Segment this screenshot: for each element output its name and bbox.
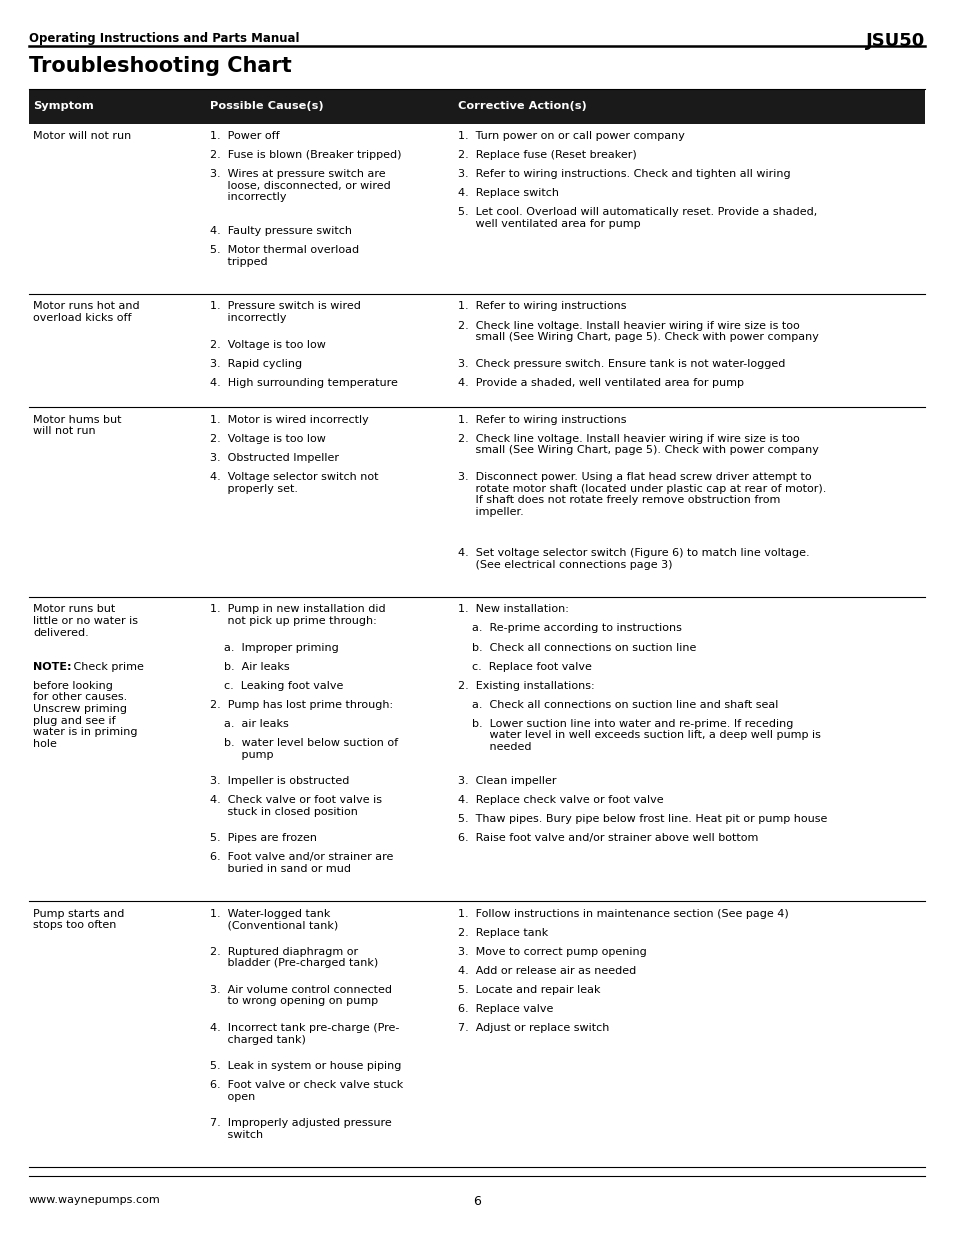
- Text: NOTE:: NOTE:: [33, 662, 71, 672]
- Text: before looking
for other causes.
Unscrew priming
plug and see if
water is in pri: before looking for other causes. Unscrew…: [33, 680, 138, 748]
- Text: 5.  Motor thermal overload
     tripped: 5. Motor thermal overload tripped: [210, 246, 358, 267]
- Text: 1.  Power off: 1. Power off: [210, 131, 279, 141]
- Text: Troubleshooting Chart: Troubleshooting Chart: [29, 56, 291, 75]
- Text: Operating Instructions and Parts Manual: Operating Instructions and Parts Manual: [29, 32, 299, 46]
- Text: JSU50: JSU50: [865, 32, 924, 51]
- Text: Motor will not run: Motor will not run: [33, 131, 132, 141]
- Text: 3.  Clean impeller: 3. Clean impeller: [457, 776, 556, 787]
- Text: 1.  Refer to wiring instructions: 1. Refer to wiring instructions: [457, 301, 626, 311]
- Text: 3.  Rapid cycling: 3. Rapid cycling: [210, 358, 302, 369]
- Text: 2.  Voltage is too low: 2. Voltage is too low: [210, 433, 325, 443]
- Text: 1.  Follow instructions in maintenance section (See page 4): 1. Follow instructions in maintenance se…: [457, 909, 788, 919]
- Text: 1.  Pressure switch is wired
     incorrectly: 1. Pressure switch is wired incorrectly: [210, 301, 360, 324]
- Text: 2.  Check line voltage. Install heavier wiring if wire size is too
     small (S: 2. Check line voltage. Install heavier w…: [457, 433, 818, 456]
- Text: 1.  Turn power on or call power company: 1. Turn power on or call power company: [457, 131, 684, 141]
- Text: 4.  Replace switch: 4. Replace switch: [457, 188, 558, 198]
- Text: Symptom: Symptom: [33, 101, 94, 111]
- Text: 1.  Refer to wiring instructions: 1. Refer to wiring instructions: [457, 415, 626, 425]
- Text: 3.  Wires at pressure switch are
     loose, disconnected, or wired
     incorre: 3. Wires at pressure switch are loose, d…: [210, 169, 390, 203]
- Text: 5.  Thaw pipes. Bury pipe below frost line. Heat pit or pump house: 5. Thaw pipes. Bury pipe below frost lin…: [457, 814, 826, 824]
- Text: 6: 6: [473, 1195, 480, 1209]
- Text: a.  air leaks: a. air leaks: [210, 719, 289, 729]
- Text: 5.  Leak in system or house piping: 5. Leak in system or house piping: [210, 1061, 401, 1071]
- Text: 3.  Refer to wiring instructions. Check and tighten all wiring: 3. Refer to wiring instructions. Check a…: [457, 169, 790, 179]
- Text: 7.  Adjust or replace switch: 7. Adjust or replace switch: [457, 1023, 609, 1032]
- Text: 5.  Locate and repair leak: 5. Locate and repair leak: [457, 984, 599, 995]
- Text: 4.  Check valve or foot valve is
     stuck in closed position: 4. Check valve or foot valve is stuck in…: [210, 795, 381, 816]
- Text: 2.  Replace fuse (Reset breaker): 2. Replace fuse (Reset breaker): [457, 149, 636, 161]
- Text: 5.  Pipes are frozen: 5. Pipes are frozen: [210, 834, 316, 844]
- Text: Motor runs hot and
overload kicks off: Motor runs hot and overload kicks off: [33, 301, 140, 324]
- Text: 2.  Existing installations:: 2. Existing installations:: [457, 680, 594, 690]
- Text: b.  Check all connections on suction line: b. Check all connections on suction line: [457, 642, 696, 652]
- Text: Motor hums but
will not run: Motor hums but will not run: [33, 415, 122, 436]
- Text: 6.  Foot valve or check valve stuck
     open: 6. Foot valve or check valve stuck open: [210, 1081, 403, 1102]
- Text: 6.  Raise foot valve and/or strainer above well bottom: 6. Raise foot valve and/or strainer abov…: [457, 834, 758, 844]
- Text: 4.  Incorrect tank pre-charge (Pre-
     charged tank): 4. Incorrect tank pre-charge (Pre- charg…: [210, 1023, 399, 1045]
- Text: 4.  Set voltage selector switch (Figure 6) to match line voltage.
     (See elec: 4. Set voltage selector switch (Figure 6…: [457, 548, 809, 569]
- Text: Check prime: Check prime: [70, 662, 143, 672]
- Text: 4.  Provide a shaded, well ventilated area for pump: 4. Provide a shaded, well ventilated are…: [457, 378, 743, 388]
- Text: 4.  Add or release air as needed: 4. Add or release air as needed: [457, 966, 636, 976]
- Text: Pump starts and
stops too often: Pump starts and stops too often: [33, 909, 125, 930]
- Text: a.  Check all connections on suction line and shaft seal: a. Check all connections on suction line…: [457, 700, 778, 710]
- Text: 7.  Improperly adjusted pressure
     switch: 7. Improperly adjusted pressure switch: [210, 1119, 392, 1140]
- Text: 3.  Impeller is obstructed: 3. Impeller is obstructed: [210, 776, 349, 787]
- Text: 4.  High surrounding temperature: 4. High surrounding temperature: [210, 378, 397, 388]
- Text: 2.  Check line voltage. Install heavier wiring if wire size is too
     small (S: 2. Check line voltage. Install heavier w…: [457, 321, 818, 342]
- Text: b.  water level below suction of
         pump: b. water level below suction of pump: [210, 739, 397, 760]
- Text: 3.  Check pressure switch. Ensure tank is not water-logged: 3. Check pressure switch. Ensure tank is…: [457, 358, 784, 369]
- Text: 6.  Replace valve: 6. Replace valve: [457, 1004, 553, 1014]
- Text: 6.  Foot valve and/or strainer are
     buried in sand or mud: 6. Foot valve and/or strainer are buried…: [210, 852, 393, 874]
- Text: 2.  Fuse is blown (Breaker tripped): 2. Fuse is blown (Breaker tripped): [210, 149, 401, 161]
- Text: 2.  Replace tank: 2. Replace tank: [457, 927, 548, 937]
- Text: Corrective Action(s): Corrective Action(s): [457, 101, 586, 111]
- Text: www.waynepumps.com: www.waynepumps.com: [29, 1195, 160, 1205]
- Text: b.  Air leaks: b. Air leaks: [210, 662, 289, 672]
- Text: 2.  Pump has lost prime through:: 2. Pump has lost prime through:: [210, 700, 393, 710]
- Text: 2.  Ruptured diaphragm or
     bladder (Pre-charged tank): 2. Ruptured diaphragm or bladder (Pre-ch…: [210, 947, 377, 968]
- Text: 3.  Move to correct pump opening: 3. Move to correct pump opening: [457, 947, 646, 957]
- Text: a.  Re-prime according to instructions: a. Re-prime according to instructions: [457, 624, 681, 634]
- Text: b.  Lower suction line into water and re-prime. If receding
         water level: b. Lower suction line into water and re-…: [457, 719, 820, 752]
- Text: 3.  Air volume control connected
     to wrong opening on pump: 3. Air volume control connected to wrong…: [210, 984, 392, 1007]
- Text: 1.  New installation:: 1. New installation:: [457, 604, 568, 615]
- Text: a.  Improper priming: a. Improper priming: [210, 642, 338, 652]
- Text: Possible Cause(s): Possible Cause(s): [210, 101, 323, 111]
- Text: c.  Leaking foot valve: c. Leaking foot valve: [210, 680, 343, 690]
- Text: 1.  Water-logged tank
     (Conventional tank): 1. Water-logged tank (Conventional tank): [210, 909, 337, 930]
- Text: 1.  Motor is wired incorrectly: 1. Motor is wired incorrectly: [210, 415, 368, 425]
- Text: Motor runs but
little or no water is
delivered.: Motor runs but little or no water is del…: [33, 604, 138, 637]
- Text: c.  Replace foot valve: c. Replace foot valve: [457, 662, 591, 672]
- Text: 4.  Replace check valve or foot valve: 4. Replace check valve or foot valve: [457, 795, 663, 805]
- Text: 4.  Voltage selector switch not
     properly set.: 4. Voltage selector switch not properly …: [210, 472, 378, 494]
- Text: 5.  Let cool. Overload will automatically reset. Provide a shaded,
     well ven: 5. Let cool. Overload will automatically…: [457, 207, 817, 228]
- Text: 3.  Obstructed Impeller: 3. Obstructed Impeller: [210, 453, 338, 463]
- Text: 3.  Disconnect power. Using a flat head screw driver attempt to
     rotate moto: 3. Disconnect power. Using a flat head s…: [457, 472, 825, 516]
- Bar: [29, 89, 924, 124]
- Text: 4.  Faulty pressure switch: 4. Faulty pressure switch: [210, 226, 352, 236]
- Text: 1.  Pump in new installation did
     not pick up prime through:: 1. Pump in new installation did not pick…: [210, 604, 385, 626]
- Text: 2.  Voltage is too low: 2. Voltage is too low: [210, 340, 325, 350]
